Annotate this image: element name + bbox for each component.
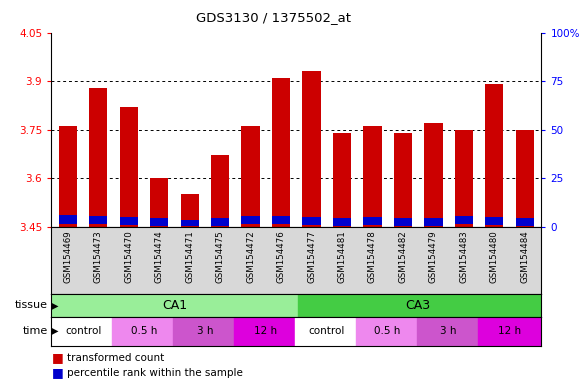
Bar — [333, 133, 351, 227]
Text: GSM154475: GSM154475 — [216, 230, 225, 283]
Text: CA1: CA1 — [162, 299, 187, 312]
Text: 0.5 h: 0.5 h — [375, 326, 401, 336]
Text: ▶: ▶ — [51, 300, 58, 310]
Text: GSM154484: GSM154484 — [520, 230, 529, 283]
Bar — [394, 133, 412, 227]
Bar — [150, 218, 168, 225]
Bar — [181, 220, 199, 226]
Bar — [89, 88, 107, 227]
Bar — [298, 294, 541, 317]
Bar — [150, 178, 168, 227]
Bar — [59, 126, 77, 227]
Text: percentile rank within the sample: percentile rank within the sample — [67, 368, 243, 378]
Text: GSM154483: GSM154483 — [460, 230, 468, 283]
Text: CA3: CA3 — [406, 299, 431, 312]
Text: control: control — [65, 326, 101, 336]
Text: control: control — [309, 326, 345, 336]
Bar — [424, 123, 443, 227]
Text: GSM154482: GSM154482 — [399, 230, 407, 283]
Bar — [394, 218, 412, 225]
Bar — [173, 317, 237, 346]
Text: GSM154470: GSM154470 — [124, 230, 133, 283]
Bar — [211, 156, 229, 227]
Bar — [363, 217, 382, 225]
Text: GSM154474: GSM154474 — [155, 230, 164, 283]
Bar — [455, 215, 473, 224]
Bar — [272, 215, 290, 224]
Text: transformed count: transformed count — [67, 353, 164, 363]
Text: GSM154472: GSM154472 — [246, 230, 255, 283]
Bar — [51, 317, 115, 346]
Bar — [120, 217, 138, 225]
Bar — [478, 317, 541, 346]
Bar — [242, 126, 260, 227]
Bar — [120, 107, 138, 227]
Bar — [59, 215, 77, 224]
Bar — [515, 129, 534, 227]
Bar — [363, 126, 382, 227]
Bar — [417, 317, 480, 346]
Text: tissue: tissue — [15, 300, 48, 310]
Text: GSM154473: GSM154473 — [94, 230, 103, 283]
Bar — [211, 218, 229, 225]
Bar — [333, 218, 351, 225]
Bar — [272, 78, 290, 227]
Text: GSM154471: GSM154471 — [185, 230, 194, 283]
Text: 0.5 h: 0.5 h — [131, 326, 157, 336]
Text: GSM154469: GSM154469 — [63, 230, 73, 283]
Text: ▶: ▶ — [51, 326, 58, 336]
Bar — [485, 84, 503, 227]
Text: 3 h: 3 h — [440, 326, 457, 336]
Bar — [455, 129, 473, 227]
Bar — [424, 218, 443, 225]
Bar — [485, 217, 503, 225]
Text: GSM154481: GSM154481 — [338, 230, 346, 283]
Bar — [356, 317, 419, 346]
Text: ■: ■ — [52, 366, 64, 379]
Text: ■: ■ — [52, 351, 64, 364]
Bar — [515, 218, 534, 225]
Text: GSM154479: GSM154479 — [429, 230, 438, 283]
Text: 12 h: 12 h — [254, 326, 277, 336]
Text: GDS3130 / 1375502_at: GDS3130 / 1375502_at — [196, 12, 350, 25]
Bar — [51, 294, 298, 317]
Text: GSM154477: GSM154477 — [307, 230, 316, 283]
Bar — [234, 317, 298, 346]
Bar — [89, 215, 107, 224]
Bar — [302, 71, 321, 227]
Text: GSM154478: GSM154478 — [368, 230, 377, 283]
Text: GSM154476: GSM154476 — [277, 230, 286, 283]
Bar — [295, 317, 358, 346]
Bar — [112, 317, 176, 346]
Bar — [242, 215, 260, 224]
Bar — [302, 217, 321, 225]
Text: GSM154480: GSM154480 — [490, 230, 498, 283]
Text: time: time — [23, 326, 48, 336]
Text: 12 h: 12 h — [498, 326, 521, 336]
Text: 3 h: 3 h — [197, 326, 213, 336]
Bar — [181, 194, 199, 227]
